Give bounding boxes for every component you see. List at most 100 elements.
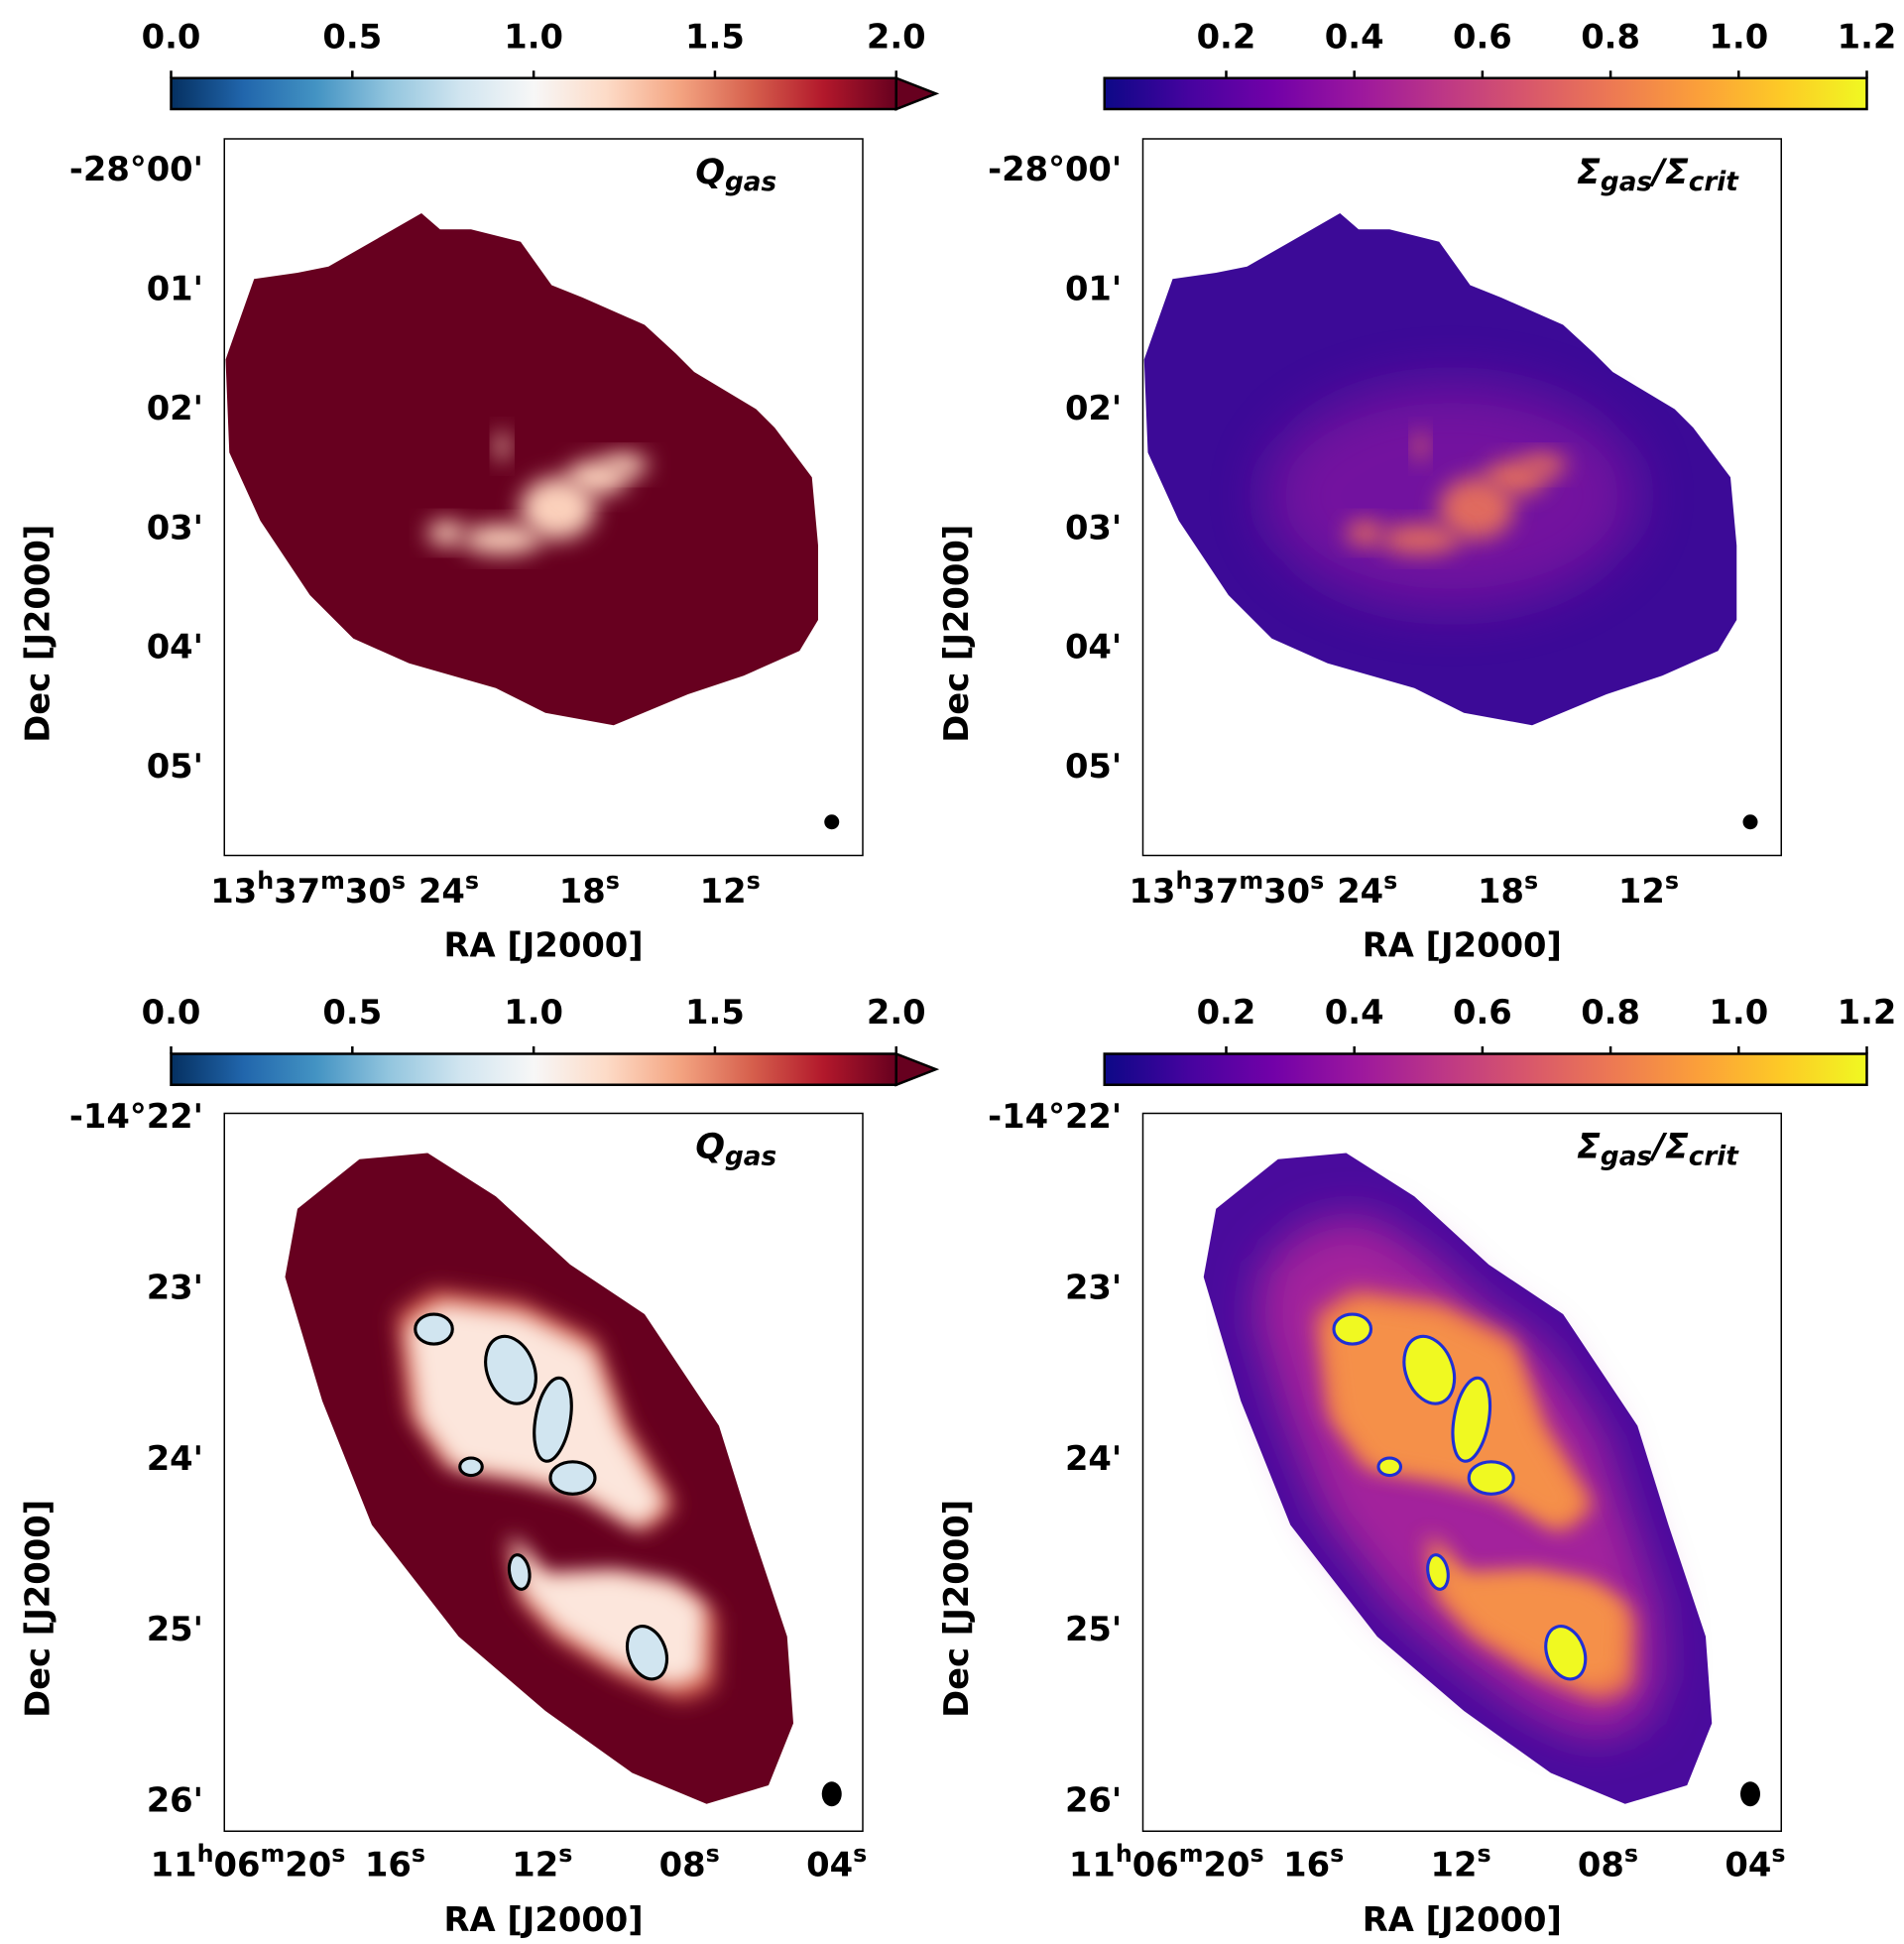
y-axis-label: Dec [J2000]	[19, 1500, 58, 1718]
panel: Σgas/Σcrit -14°22' 23' 24' 25' 26' 11h06m20s 16…	[937, 993, 1897, 1939]
colorbar-tick-label: 0.8	[1581, 17, 1640, 56]
y-tick-label: 24'	[1065, 1439, 1122, 1478]
colorbar-tick-label: 0.4	[1325, 17, 1384, 56]
x-tick-label: 11h06m20s	[1069, 1840, 1264, 1883]
y-tick-label: 26'	[147, 1780, 203, 1819]
contour	[625, 1625, 669, 1681]
colorbar	[171, 77, 896, 109]
map-image	[285, 1153, 842, 1807]
map-image	[225, 213, 840, 830]
colorbar-tick-label: 2.0	[867, 993, 926, 1032]
x-tick-label: 08s	[659, 1840, 720, 1883]
map-image	[1143, 213, 1758, 830]
colorbar-tick-label: 0.2	[1197, 17, 1256, 56]
panel-label-part: gas	[725, 167, 776, 196]
colorbar-tick-label: 0.6	[1453, 17, 1512, 56]
x-tick-label: 16s	[1283, 1840, 1344, 1883]
map-feature	[1439, 477, 1514, 540]
colorbar-tick-label: 1.5	[685, 993, 745, 1032]
colorbar	[171, 1053, 896, 1085]
panel: Qgas -28°00' 01' 02' 03' 04' 05' 13h37m30s 24s 18…	[19, 17, 940, 965]
y-tick-label: -14°22'	[69, 1097, 203, 1136]
y-tick-label: 03'	[1065, 508, 1122, 547]
colorbar-tick-label: 0.4	[1325, 993, 1384, 1032]
plot-frame	[1141, 1112, 1782, 1832]
colorbar-tick-label: 0.2	[1197, 993, 1256, 1032]
x-tick-label: 24s	[1337, 866, 1397, 910]
colorbar-tick-label: 2.0	[867, 17, 926, 56]
contour	[533, 1376, 573, 1463]
colorbar-tick-label: 0.0	[142, 17, 201, 56]
map-region	[225, 213, 818, 726]
y-tick-label: 04'	[1065, 628, 1122, 667]
colorbar-tick-label: 1.0	[1709, 17, 1768, 56]
map-feature	[1522, 453, 1567, 476]
contour	[1467, 1460, 1515, 1496]
x-tick-label: 12s	[700, 866, 761, 910]
x-tick-label: 18s	[559, 866, 620, 910]
contour	[1402, 1334, 1457, 1405]
x-tick-label: 13h37m30s	[210, 866, 406, 910]
plot-frame	[1141, 138, 1782, 857]
x-tick-label: 04s	[806, 1840, 867, 1883]
map-feature	[603, 453, 649, 476]
y-tick-label: -14°22'	[988, 1097, 1122, 1136]
y-tick-label: 23'	[1065, 1268, 1122, 1306]
colorbar-tick-label: 0.5	[322, 17, 382, 56]
plot-frame	[223, 1112, 864, 1832]
map-feature	[1414, 431, 1427, 461]
y-tick-label: 01'	[1065, 269, 1122, 307]
map-feature	[521, 477, 595, 540]
x-tick-label: 12s	[1431, 1840, 1491, 1883]
colorbar-frame	[1103, 1052, 1868, 1086]
contour	[1544, 1625, 1588, 1681]
colorbar-frame	[1103, 76, 1868, 111]
colorbar-tick-label: 0.5	[322, 993, 382, 1032]
map-feature	[1346, 521, 1383, 546]
panel-label-part: gas	[1601, 1142, 1652, 1171]
y-tick-label: 02'	[1065, 389, 1122, 427]
x-axis-label: RA [J2000]	[444, 926, 644, 965]
y-tick-label: 03'	[147, 508, 203, 547]
panel-label: Σgas/Σcrit	[1577, 1128, 1739, 1171]
colorbar-extension	[894, 1051, 940, 1087]
panel-label-part: crit	[1689, 167, 1740, 196]
beam	[824, 814, 840, 830]
contour	[548, 1460, 597, 1496]
contour	[1451, 1376, 1492, 1463]
beam	[1740, 1781, 1760, 1807]
x-tick-label: 24s	[418, 866, 479, 910]
x-axis-label: RA [J2000]	[1363, 1900, 1562, 1939]
colorbar-tick-label: 0.0	[142, 993, 201, 1032]
panel-label-part: Σ	[1577, 153, 1601, 192]
colorbar-tick-label: 1.0	[504, 993, 563, 1032]
panel-label-part: /Σ	[1648, 1128, 1689, 1167]
panel: Σgas/Σcrit -28°00' 01' 02' 03' 04' 05' 13h37m30…	[937, 17, 1897, 964]
panel-label-part: /Σ	[1648, 153, 1689, 192]
map-feature	[462, 524, 542, 554]
colorbar-tick-label: 1.2	[1838, 17, 1897, 56]
map-feature	[1380, 524, 1461, 554]
panel-label: Qgas	[695, 1128, 776, 1171]
colorbar-tick-label: 0.6	[1453, 993, 1512, 1032]
y-tick-label: -28°00'	[69, 150, 203, 188]
panel: Qgas -14°22' 23' 24' 25' 26' 11h06m20s 16s 12s 08…	[19, 993, 940, 1939]
x-tick-label: 16s	[365, 1840, 425, 1883]
contour	[414, 1312, 454, 1346]
x-tick-label: 18s	[1478, 866, 1538, 910]
contour	[484, 1334, 537, 1405]
x-tick-label: 12s	[1618, 866, 1679, 910]
x-axis-label: RA [J2000]	[444, 1900, 644, 1939]
colorbar-tick-label: 1.5	[685, 17, 745, 56]
colorbar	[1104, 77, 1867, 109]
x-tick-label: 11h06m20s	[151, 1840, 346, 1883]
y-tick-label: 25'	[1065, 1610, 1122, 1648]
panel-label-part: Σ	[1577, 1128, 1601, 1167]
y-axis-label: Dec [J2000]	[937, 1500, 976, 1718]
panel-label: Qgas	[695, 153, 776, 196]
beam	[821, 1781, 842, 1807]
y-axis-label: Dec [J2000]	[937, 525, 976, 743]
contour	[1426, 1553, 1450, 1591]
y-tick-label: 02'	[147, 389, 203, 427]
